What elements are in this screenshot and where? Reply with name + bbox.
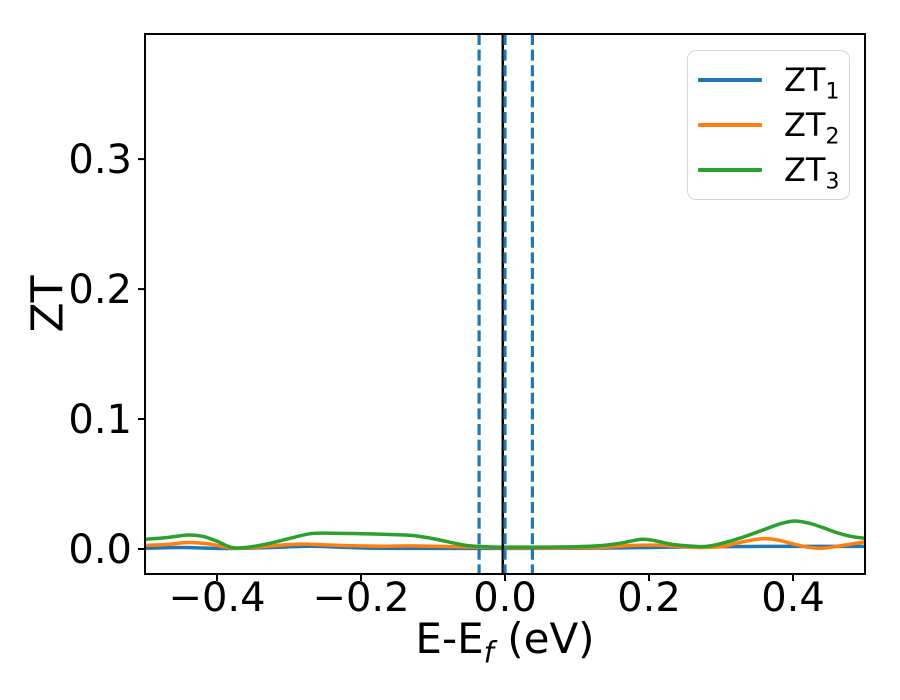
y-tick-label: 0.0 (68, 527, 132, 573)
legend-label-zt1: ZT1 (784, 60, 840, 105)
x-tick-label: 0.4 (761, 575, 825, 621)
x-tick-label: −0.2 (312, 575, 409, 621)
y-tick-label: 0.3 (68, 137, 132, 183)
legend-label-zt2: ZT2 (784, 105, 840, 150)
series-line-zt3 (145, 519, 865, 550)
x-axis-label-subscript: f (483, 635, 494, 670)
x-axis-label-prefix: E-E (415, 614, 484, 663)
x-axis-label: E-Ef (eV) (145, 614, 865, 667)
vlines-layer (477, 34, 535, 574)
legend-entry-zt2: ZT2 (698, 105, 849, 150)
legend-line-swatch-zt1 (698, 77, 762, 82)
ticks-layer: −0.4 −0.2 0.0 0.2 0.4 0.0 0.1 0.2 0.3 (68, 137, 824, 621)
legend-line-swatch-zt2 (698, 122, 762, 127)
y-tick-label: 0.1 (68, 397, 132, 443)
series-layer (145, 519, 865, 551)
x-axis-label-unit: (eV) (493, 614, 595, 663)
legend-label-zt3: ZT3 (784, 151, 840, 195)
legend: ZT1 ZT2 ZT3 (687, 50, 850, 200)
legend-line-swatch-zt3 (698, 168, 762, 173)
x-tick-label: 0.2 (617, 575, 681, 621)
legend-entry-zt3: ZT3 (698, 151, 849, 195)
x-tick-label: 0.0 (473, 575, 537, 621)
legend-entry-zt1: ZT1 (698, 60, 849, 105)
x-tick-label: −0.4 (168, 575, 265, 621)
y-tick-label: 0.2 (68, 267, 132, 313)
y-axis-label: ZT (22, 275, 74, 333)
